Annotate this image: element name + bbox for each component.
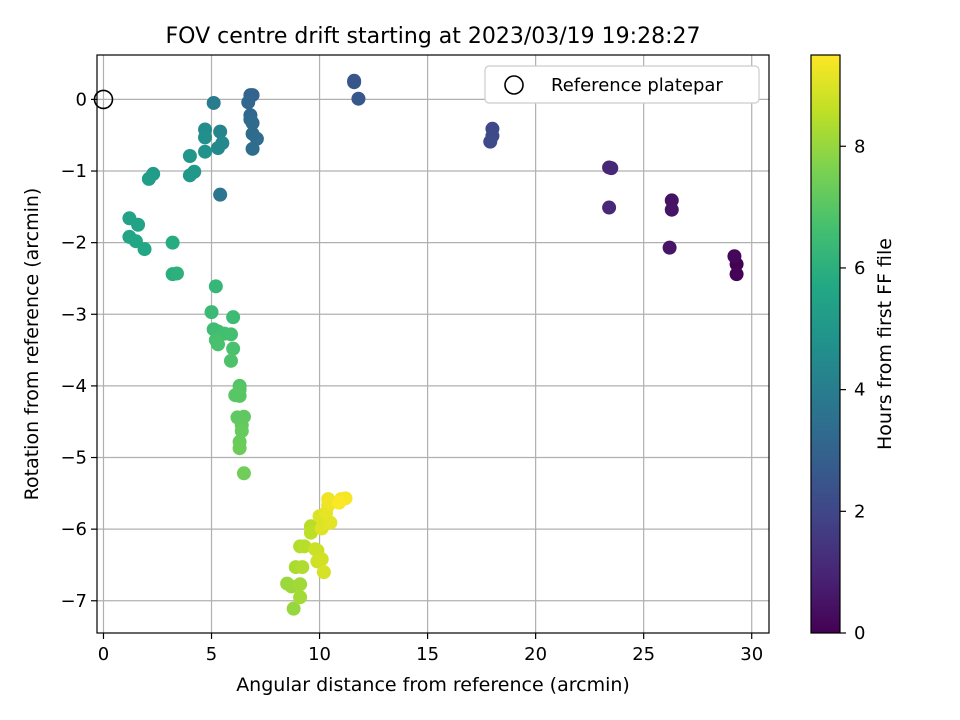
colorbar-tick-label: 6 xyxy=(854,258,865,279)
y-tick-label: −2 xyxy=(60,233,87,254)
colorbar-tick-label: 0 xyxy=(854,623,865,644)
data-point xyxy=(293,590,308,605)
data-point xyxy=(295,560,310,575)
data-point xyxy=(483,134,498,149)
colorbar-tick-label: 8 xyxy=(854,136,865,157)
legend: Reference platepar xyxy=(484,65,760,104)
data-point xyxy=(245,141,260,156)
reference-platepar-marker xyxy=(93,89,114,110)
colorbar-gradient xyxy=(810,54,841,634)
data-point xyxy=(223,327,238,342)
data-point xyxy=(169,266,184,281)
data-point xyxy=(141,171,156,186)
data-point xyxy=(664,202,679,217)
data-point xyxy=(729,267,744,282)
x-axis-ticks: 0 5 10 15 20 25 30 xyxy=(98,633,763,665)
data-point xyxy=(602,200,617,215)
data-point xyxy=(206,95,221,110)
data-point xyxy=(182,168,197,183)
x-tick-label: 30 xyxy=(740,644,763,665)
chart-title: FOV centre drift starting at 2023/03/19 … xyxy=(166,24,701,49)
y-tick-label: −4 xyxy=(60,376,87,397)
x-axis-label: Angular distance from reference (arcmin) xyxy=(236,674,630,696)
data-point xyxy=(211,141,226,156)
data-point xyxy=(316,565,331,580)
plot-frame xyxy=(96,54,770,634)
data-point xyxy=(234,424,249,439)
y-tick-label: −3 xyxy=(60,304,87,325)
data-point xyxy=(198,130,213,145)
data-point xyxy=(293,577,308,592)
colorbar-tick-label: 2 xyxy=(854,501,865,522)
plot-area xyxy=(97,55,769,633)
legend-marker-icon xyxy=(504,75,524,95)
colorbar: 0 2 4 6 8 Hours from first FF file xyxy=(810,54,896,644)
data-point xyxy=(211,337,226,352)
data-point xyxy=(332,495,347,510)
data-points xyxy=(122,73,744,616)
data-point xyxy=(245,116,260,131)
colorbar-ticks: 0 2 4 6 8 xyxy=(840,136,865,644)
x-tick-label: 10 xyxy=(308,644,331,665)
data-point xyxy=(303,525,318,540)
data-point xyxy=(131,217,146,232)
data-point xyxy=(662,240,677,255)
data-point xyxy=(351,91,366,106)
y-axis-label: Rotation from reference (arcmin) xyxy=(21,188,43,501)
data-point xyxy=(165,235,180,250)
data-point xyxy=(314,552,329,567)
y-tick-label: −6 xyxy=(60,519,87,540)
data-point xyxy=(204,305,219,320)
y-tick-label: −7 xyxy=(60,591,87,612)
y-axis-ticks: 0 −1 −2 −3 −4 −5 −6 −7 xyxy=(60,89,97,612)
x-tick-label: 5 xyxy=(206,644,217,665)
data-point xyxy=(308,542,323,557)
data-point xyxy=(182,148,197,163)
data-point xyxy=(347,73,362,88)
data-point xyxy=(137,242,152,257)
x-tick-label: 0 xyxy=(98,644,109,665)
data-point xyxy=(226,341,241,356)
y-tick-label: −1 xyxy=(60,161,87,182)
data-point xyxy=(241,95,256,110)
y-tick-label: −5 xyxy=(60,448,87,469)
colorbar-tick-label: 4 xyxy=(854,380,865,401)
data-point xyxy=(226,310,241,325)
data-point xyxy=(198,144,213,159)
x-tick-label: 15 xyxy=(416,644,439,665)
data-point xyxy=(213,124,228,139)
x-tick-label: 20 xyxy=(524,644,547,665)
y-tick-label: 0 xyxy=(76,89,87,110)
data-point xyxy=(297,539,312,554)
legend-box xyxy=(484,65,760,104)
data-point xyxy=(232,388,247,403)
data-point xyxy=(213,187,228,202)
data-point xyxy=(604,161,619,176)
colorbar-label: Hours from first FF file xyxy=(874,238,896,450)
legend-label: Reference platepar xyxy=(551,75,723,96)
data-point xyxy=(727,249,742,264)
x-tick-label: 25 xyxy=(632,644,655,665)
data-point xyxy=(286,601,301,616)
data-point xyxy=(236,466,251,481)
data-point xyxy=(223,353,238,368)
data-point xyxy=(208,279,223,294)
data-point xyxy=(232,441,247,456)
